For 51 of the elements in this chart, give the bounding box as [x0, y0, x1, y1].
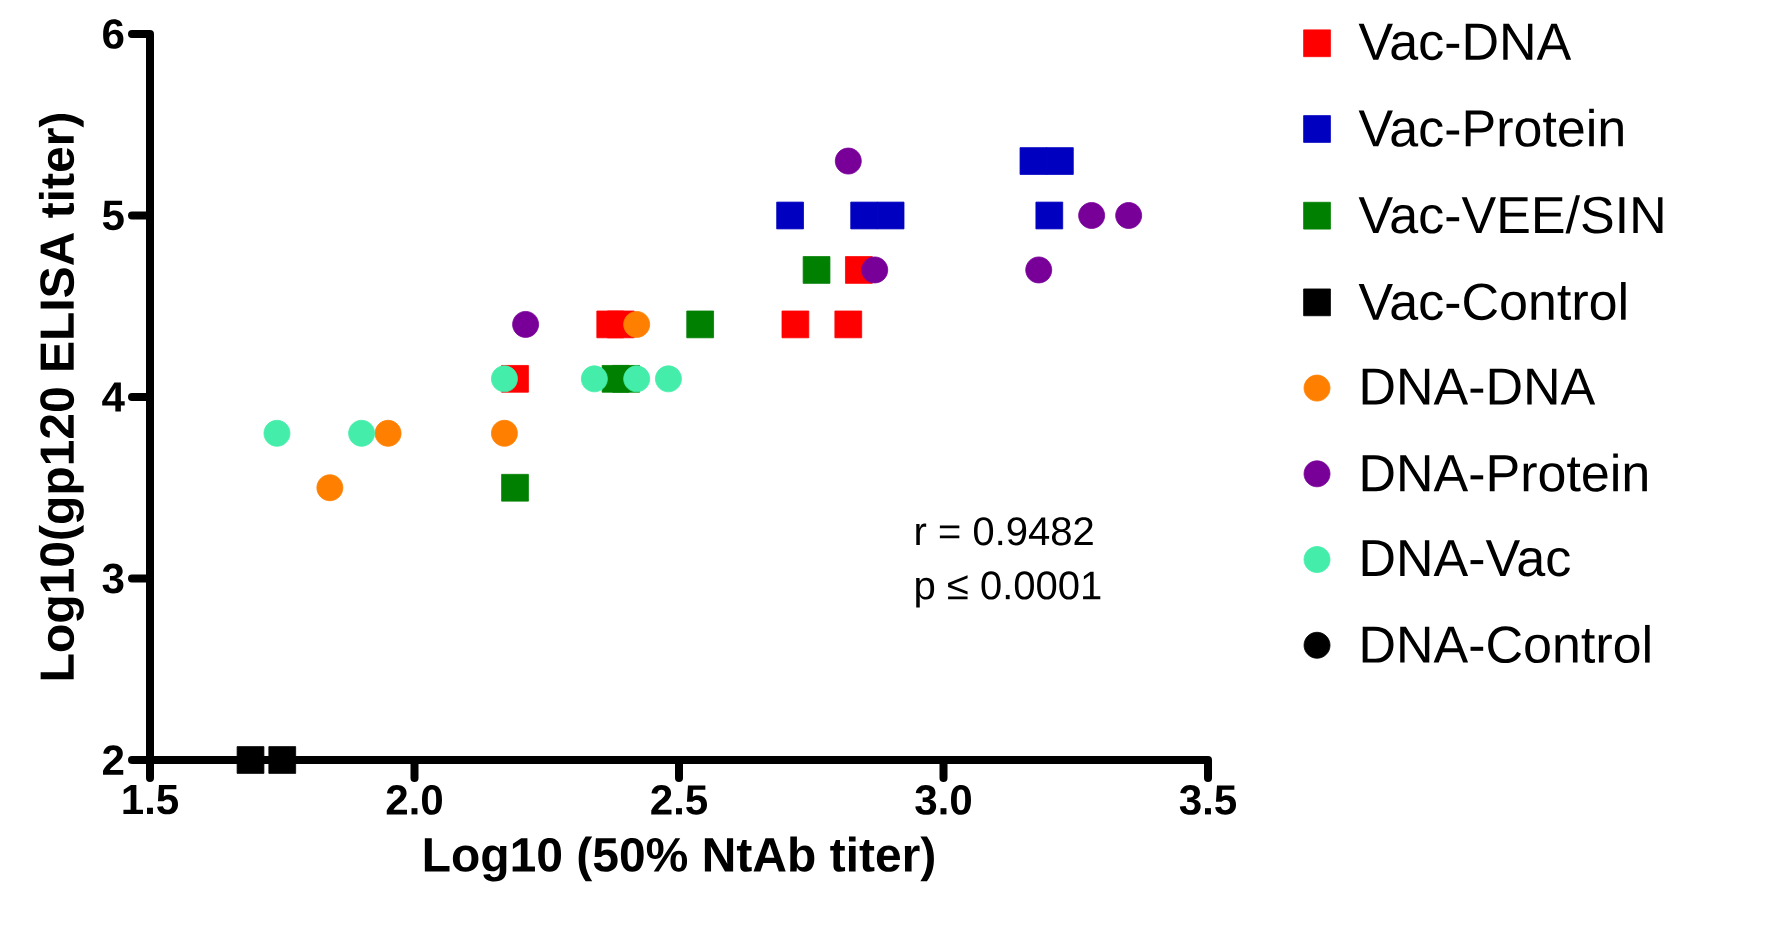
legend-label: Vac-VEE/SIN: [1358, 195, 1663, 234]
x-tick-label: 3.0: [915, 785, 971, 815]
x-axis-title: Log10 (50% NtAb titer): [424, 836, 934, 882]
annotation: r = 0.9482: [916, 517, 1093, 546]
point: [834, 147, 862, 175]
point: [850, 201, 878, 230]
point: [1078, 202, 1106, 229]
x-tick-label: 3.5: [1179, 785, 1237, 815]
point: [1046, 147, 1074, 175]
point: [1115, 202, 1143, 229]
point: [348, 419, 375, 447]
point: [491, 365, 518, 393]
point: [802, 256, 831, 284]
point: [781, 310, 810, 339]
point: [491, 419, 518, 447]
point: [834, 310, 863, 339]
point: [236, 746, 265, 774]
point: [861, 256, 889, 284]
legend-label: Vac-DNA: [1358, 23, 1572, 61]
x-tick-label: 2.0: [386, 785, 442, 815]
point: [263, 419, 291, 447]
annotation: p ≤ 0.0001: [916, 571, 1101, 608]
point: [1019, 147, 1048, 175]
y-axis-title: Log10(gp120 ELISA titer): [38, 114, 84, 680]
point: [316, 474, 344, 502]
point: [580, 365, 608, 393]
x-tick-label: 1.5: [123, 785, 179, 815]
legend-label: DNA-Vac: [1362, 540, 1570, 577]
point: [876, 201, 905, 230]
point: [623, 311, 651, 338]
legend-label: DNA-Control: [1362, 624, 1650, 664]
point: [623, 365, 651, 393]
legend-label: Vac-Protein: [1358, 108, 1623, 147]
legend-label: DNA-Protein: [1362, 453, 1647, 492]
y-tick-label: 4: [102, 382, 125, 412]
point: [1035, 201, 1064, 230]
legend-label: DNA-DNA: [1362, 368, 1596, 405]
legend-label: Vac-Control: [1358, 282, 1626, 321]
point: [1025, 256, 1053, 284]
point: [655, 365, 682, 393]
point: [776, 201, 804, 230]
point: [512, 311, 539, 338]
y-tick-label: 5: [102, 200, 124, 231]
y-tick-label: 3: [102, 563, 124, 594]
point: [268, 746, 297, 774]
point: [374, 419, 402, 447]
point: [501, 473, 529, 502]
y-tick-label: 6: [103, 19, 124, 49]
x-tick-label: 2.5: [651, 785, 708, 815]
y-tick-label: 2: [103, 745, 124, 775]
point: [686, 310, 714, 339]
